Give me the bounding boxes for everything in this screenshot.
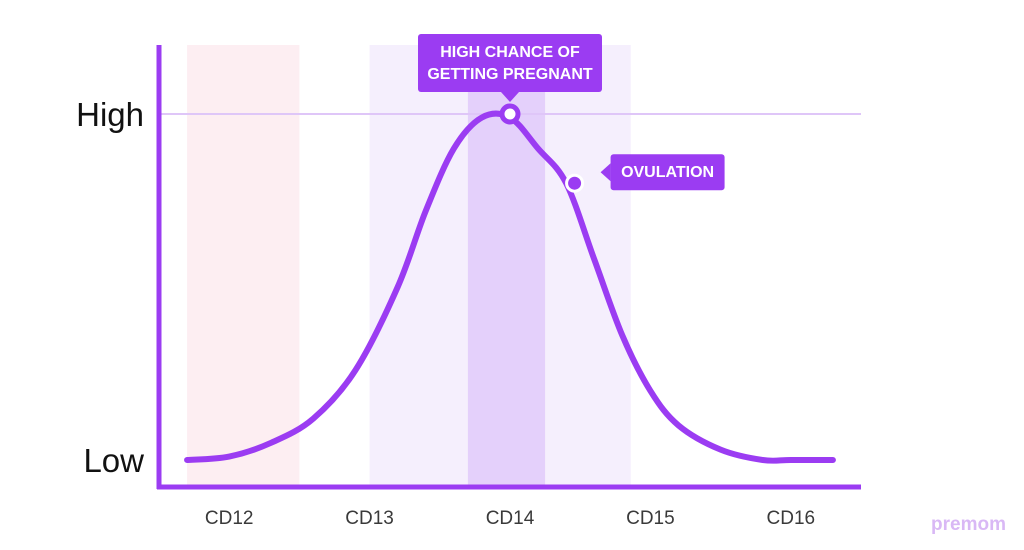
x-tick-cd12: CD12 — [205, 508, 254, 529]
annotation-layer: HIGH CHANCE OF GETTING PREGNANT OVULATION — [418, 34, 725, 193]
axes-layer — [156, 45, 861, 490]
callout-text-ovulation-0: OVULATION — [621, 164, 714, 181]
bands-layer — [187, 45, 631, 487]
callout-pointer-ovulation — [600, 163, 611, 182]
callout-box-high-chance-of-getting-pregnant — [418, 34, 602, 92]
callout-pointer-high-chance-of-getting-pregnant — [501, 92, 519, 102]
y-tick-labels: High Low — [76, 96, 144, 479]
y-tick-low: Low — [83, 442, 144, 479]
x-tick-cd14: CD14 — [486, 508, 535, 529]
peak-marker — [499, 103, 521, 125]
premom-logo: premom — [931, 514, 1006, 535]
callout-text-high-chance-of-getting-pregnant-1: GETTING PREGNANT — [427, 66, 593, 83]
logo-layer: premom — [931, 514, 1006, 535]
ovulation-marker — [565, 173, 585, 193]
curve-layer — [184, 110, 836, 464]
x-tick-cd13: CD13 — [345, 508, 394, 529]
x-tick-labels: CD12 CD13 CD14 CD15 CD16 — [205, 508, 815, 529]
y-tick-high: High — [76, 96, 144, 133]
callout-box-ovulation — [610, 154, 725, 191]
x-tick-cd16: CD16 — [767, 508, 816, 529]
fertility-curve — [184, 110, 836, 464]
fertility-band-0 — [187, 45, 300, 487]
callout-text-high-chance-of-getting-pregnant-0: HIGH CHANCE OF — [440, 44, 580, 61]
x-tick-cd15: CD15 — [626, 508, 675, 529]
